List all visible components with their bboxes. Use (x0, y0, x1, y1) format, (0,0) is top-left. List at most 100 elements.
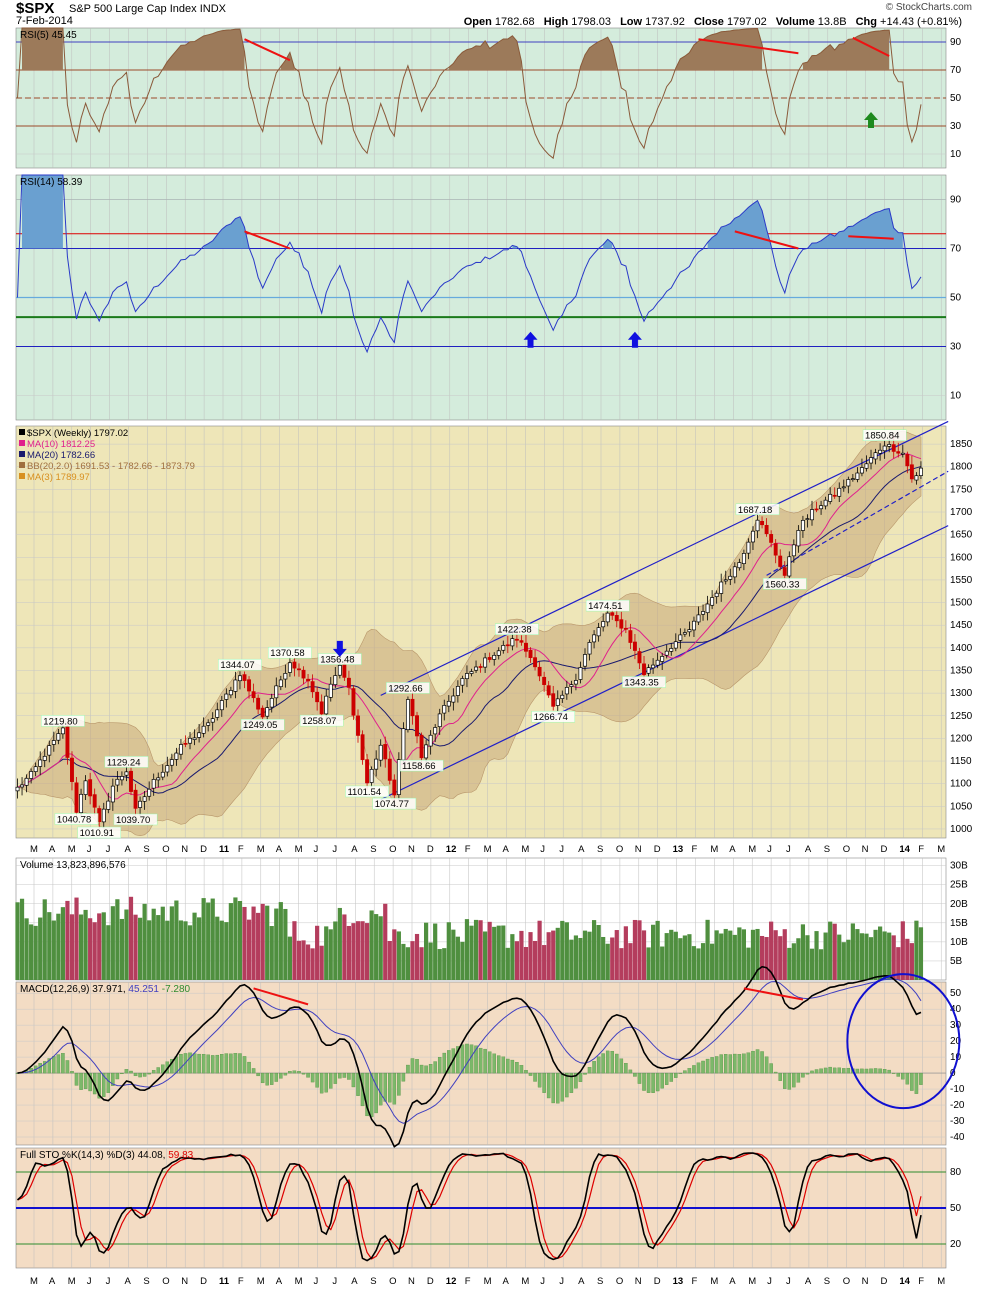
candle-body (841, 486, 846, 489)
histogram-bar (669, 1072, 674, 1082)
volume-bar (741, 929, 746, 980)
month-label: O (162, 844, 169, 855)
histogram-bar (792, 1072, 796, 1088)
candle-body (119, 776, 124, 781)
volume-bar (328, 929, 333, 980)
volume-bar (315, 925, 320, 980)
histogram-bar (351, 1072, 356, 1088)
volume-bar (632, 919, 638, 980)
histogram-bar (224, 1053, 229, 1074)
candle-body (642, 663, 646, 675)
histogram-bar (288, 1071, 292, 1074)
annotation-label: 1158.66 (402, 761, 436, 772)
y-tick-label: 1150 (950, 756, 972, 767)
candle-body (147, 788, 152, 797)
volume-bar (651, 924, 656, 980)
volume-bar (591, 920, 597, 980)
histogram-bar (764, 1056, 769, 1074)
histogram-bar (415, 1059, 419, 1074)
histogram-bar (324, 1072, 328, 1093)
volume-bar (92, 922, 97, 980)
histogram-bar (719, 1054, 723, 1074)
histogram-bar (755, 1049, 760, 1074)
candle-body (51, 740, 56, 745)
candle-body (174, 752, 179, 760)
histogram-bar (74, 1072, 79, 1086)
histogram-bar (896, 1072, 901, 1077)
candle-body (669, 648, 674, 652)
histogram-bar (569, 1072, 574, 1093)
candle-body (619, 619, 624, 629)
volume-bars (15, 896, 924, 980)
legend-text: MACD(12,26,9) 37.971, 45.251 -7.280 (20, 984, 191, 995)
histogram-bar (47, 1058, 52, 1074)
volume-bar (582, 930, 588, 980)
histogram-bar (746, 1052, 751, 1074)
volume-bar (505, 947, 510, 980)
histogram-bar (238, 1053, 242, 1074)
histogram-bar (664, 1072, 669, 1085)
y-tick-label: 1650 (950, 530, 973, 541)
legend-entry: 59.83 (168, 1150, 193, 1161)
histogram-bar (319, 1072, 324, 1094)
histogram-bar (247, 1061, 251, 1074)
candle-body (891, 444, 896, 452)
histogram-bar (628, 1069, 633, 1074)
month-label: D (427, 844, 434, 855)
candle-body (487, 657, 492, 660)
annotation-label: 1040.78 (57, 814, 91, 825)
month-label: A (729, 1276, 736, 1287)
candle-body (560, 694, 565, 699)
ohlc-label: Close (693, 16, 727, 28)
up-arrow-icon (627, 331, 642, 348)
candle-body (519, 640, 524, 643)
histogram-bar (428, 1064, 433, 1074)
candle-body (564, 687, 569, 695)
histogram-bar (501, 1056, 506, 1074)
y-tick-label: -40 (950, 1132, 965, 1143)
volume-bar (405, 947, 411, 980)
candle-body (632, 641, 637, 651)
volume-bar (705, 919, 710, 980)
histogram-bar (524, 1070, 528, 1074)
candle-body (151, 779, 156, 789)
highlight-ellipse (846, 973, 961, 1110)
candle-body (673, 641, 678, 649)
candle-body (919, 467, 923, 476)
candle-body (433, 727, 438, 735)
candle-body (451, 695, 456, 703)
month-label: S (370, 844, 376, 855)
volume-bar (809, 948, 815, 980)
month-label: J (540, 844, 545, 855)
histogram-bar (465, 1043, 469, 1074)
ohlc-label: Chg (855, 16, 881, 28)
volume-bar (410, 941, 415, 980)
candle-body (864, 463, 869, 469)
histogram-bar (347, 1072, 351, 1080)
candle-body (360, 734, 365, 761)
histogram-bar (292, 1070, 297, 1074)
legend-entry: MA(20) 1782.66 (27, 450, 95, 461)
histogram-bar (102, 1072, 106, 1097)
volume-bar (555, 927, 560, 980)
ohlc-value: 1782.68 (494, 16, 538, 28)
histogram-bar (52, 1056, 56, 1074)
histogram-bar (901, 1072, 905, 1080)
volume-bar (151, 908, 156, 980)
histogram-bar (637, 1072, 642, 1084)
overbought-fill (22, 28, 63, 70)
volume-bar (564, 922, 569, 980)
volume-bar (818, 949, 824, 980)
volume-bar (364, 923, 370, 980)
histogram-bar (714, 1056, 719, 1074)
histogram-bar (674, 1072, 678, 1078)
candle-body (70, 757, 74, 782)
annotation-label: 1266.74 (534, 712, 568, 723)
volume-bar (342, 914, 347, 980)
annotation-box (345, 785, 389, 798)
month-label: J (767, 1276, 772, 1287)
candle-body (719, 581, 724, 594)
histogram-bar (356, 1072, 360, 1096)
candle-body (605, 612, 610, 623)
